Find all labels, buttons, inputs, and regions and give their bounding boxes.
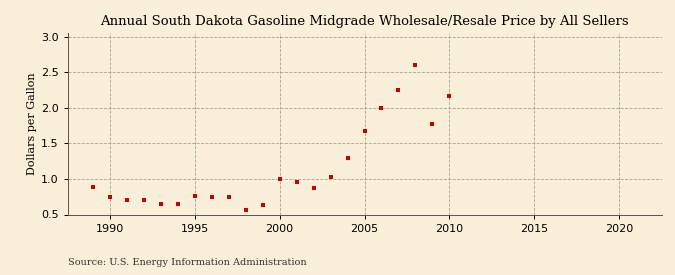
Point <box>393 88 404 92</box>
Point <box>444 94 455 98</box>
Point <box>274 177 285 181</box>
Point <box>359 128 370 133</box>
Title: Annual South Dakota Gasoline Midgrade Wholesale/Resale Price by All Sellers: Annual South Dakota Gasoline Midgrade Wh… <box>100 15 629 28</box>
Y-axis label: Dollars per Gallon: Dollars per Gallon <box>26 72 36 175</box>
Point <box>190 194 200 198</box>
Point <box>138 197 149 202</box>
Point <box>308 186 319 190</box>
Point <box>88 185 99 190</box>
Text: Source: U.S. Energy Information Administration: Source: U.S. Energy Information Administ… <box>68 258 306 267</box>
Point <box>155 202 166 206</box>
Point <box>291 180 302 185</box>
Point <box>105 194 115 199</box>
Point <box>122 198 132 202</box>
Point <box>223 195 234 200</box>
Point <box>410 63 421 67</box>
Point <box>427 122 438 126</box>
Point <box>207 194 217 199</box>
Point <box>342 155 353 160</box>
Point <box>325 175 336 180</box>
Point <box>376 106 387 110</box>
Point <box>257 203 268 207</box>
Point <box>172 202 183 206</box>
Point <box>240 207 251 212</box>
